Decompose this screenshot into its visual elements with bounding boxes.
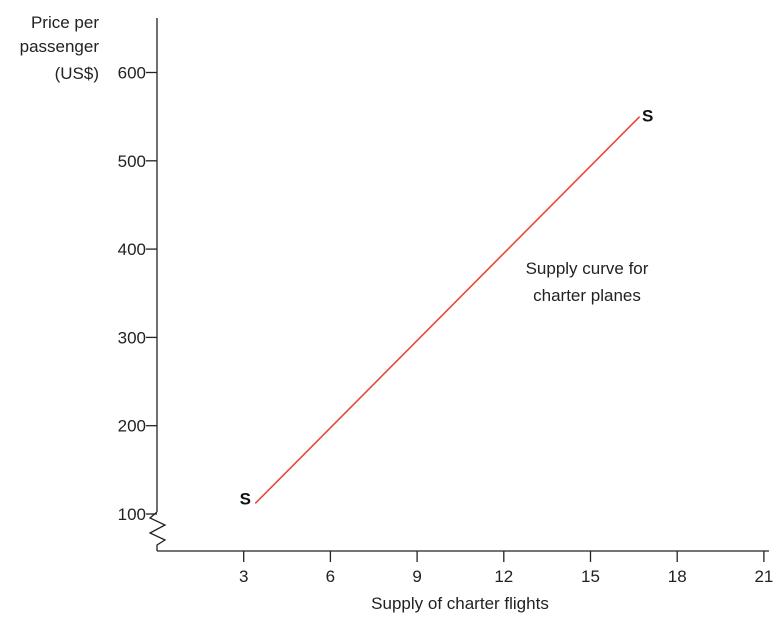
y-axis-title-line-2: passenger — [20, 37, 100, 56]
curve-annotation-line-2: charter planes — [533, 286, 641, 305]
y-tick-label: 300 — [118, 328, 146, 347]
x-tick-label: 3 — [239, 567, 248, 586]
x-tick-label: 6 — [326, 567, 335, 586]
x-tick-label: 12 — [494, 567, 513, 586]
curve-annotation-line-1: Supply curve for — [526, 259, 649, 278]
x-axis-ticks: 3 6 9 12 15 18 21 — [239, 551, 773, 586]
x-tick-label: 18 — [668, 567, 687, 586]
y-axis-title-line-3: (US$) — [55, 64, 99, 83]
x-tick-label: 21 — [754, 567, 773, 586]
y-tick-label: 600 — [118, 64, 146, 83]
y-tick-label: 400 — [118, 240, 146, 259]
y-axis-break-zigzag — [148, 511, 167, 551]
y-tick-label: 200 — [118, 417, 146, 436]
y-axis-ticks: 100 200 300 400 500 600 — [118, 64, 157, 524]
x-tick-label: 15 — [581, 567, 600, 586]
y-tick-label: 500 — [118, 152, 146, 171]
series-layer — [254, 116, 641, 504]
supply-curve-end-label: S — [642, 107, 653, 126]
x-tick-label: 9 — [412, 567, 421, 586]
x-axis-title: Supply of charter flights — [371, 594, 549, 613]
y-axis-title-line-1: Price per — [31, 13, 99, 32]
y-tick-label: 100 — [118, 505, 146, 524]
supply-curve-line — [254, 116, 641, 504]
supply-curve-start-label: S — [240, 489, 251, 508]
